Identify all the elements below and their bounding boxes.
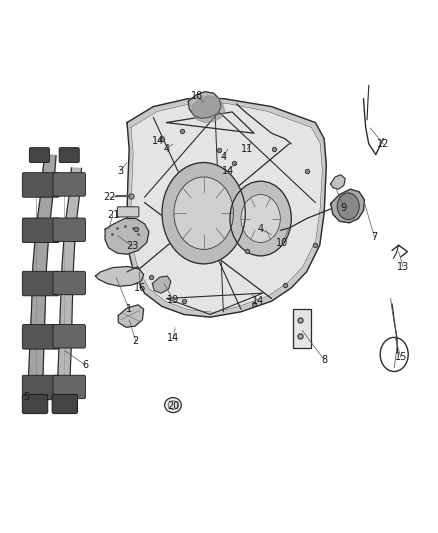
Polygon shape (188, 92, 221, 118)
Polygon shape (56, 168, 81, 395)
FancyBboxPatch shape (53, 375, 85, 399)
FancyBboxPatch shape (59, 148, 79, 163)
FancyBboxPatch shape (22, 173, 59, 197)
Polygon shape (331, 189, 364, 223)
Text: 4: 4 (163, 144, 170, 154)
Text: 14: 14 (222, 166, 234, 175)
Text: 20: 20 (167, 401, 179, 411)
Polygon shape (95, 266, 144, 286)
Text: 10: 10 (276, 238, 289, 247)
FancyBboxPatch shape (53, 173, 85, 196)
FancyBboxPatch shape (53, 325, 85, 348)
FancyBboxPatch shape (22, 325, 59, 349)
FancyBboxPatch shape (29, 148, 49, 163)
Polygon shape (105, 219, 149, 254)
FancyBboxPatch shape (53, 218, 85, 241)
Text: 2: 2 (133, 336, 139, 346)
FancyBboxPatch shape (22, 375, 59, 400)
Text: 16: 16 (134, 283, 146, 293)
Text: 18: 18 (191, 91, 203, 101)
Text: 14: 14 (167, 334, 179, 343)
FancyBboxPatch shape (117, 207, 139, 217)
Ellipse shape (168, 401, 178, 409)
Circle shape (337, 193, 359, 220)
Polygon shape (118, 305, 144, 327)
Polygon shape (331, 175, 345, 189)
FancyBboxPatch shape (22, 271, 59, 296)
Text: 21: 21 (107, 210, 119, 220)
FancyBboxPatch shape (293, 309, 311, 348)
Circle shape (241, 195, 280, 243)
Circle shape (162, 163, 245, 264)
Text: 23: 23 (126, 241, 138, 251)
Text: 19: 19 (167, 295, 179, 304)
FancyBboxPatch shape (22, 394, 48, 414)
Text: 7: 7 (371, 232, 378, 242)
Text: 3: 3 (117, 166, 124, 175)
Text: 8: 8 (321, 355, 327, 365)
Text: 13: 13 (397, 262, 409, 271)
Text: 6: 6 (82, 360, 88, 370)
Text: 11: 11 (241, 144, 254, 154)
FancyBboxPatch shape (22, 218, 59, 243)
Text: 4: 4 (258, 224, 264, 234)
Ellipse shape (165, 398, 181, 413)
Text: 14: 14 (152, 136, 164, 146)
Polygon shape (26, 155, 56, 400)
FancyBboxPatch shape (52, 394, 78, 414)
Text: 12: 12 (377, 139, 389, 149)
Text: 1: 1 (126, 304, 132, 314)
Polygon shape (192, 96, 225, 123)
Circle shape (174, 177, 233, 249)
Text: 4: 4 (220, 152, 226, 162)
Polygon shape (127, 99, 326, 317)
Circle shape (230, 181, 291, 256)
FancyBboxPatch shape (53, 271, 85, 295)
Polygon shape (152, 276, 171, 293)
Text: 9: 9 (341, 203, 347, 213)
Text: 22: 22 (103, 192, 116, 202)
Text: 14: 14 (252, 296, 265, 306)
Text: 5: 5 (23, 392, 29, 402)
Polygon shape (131, 103, 322, 312)
Text: 15: 15 (395, 352, 407, 362)
